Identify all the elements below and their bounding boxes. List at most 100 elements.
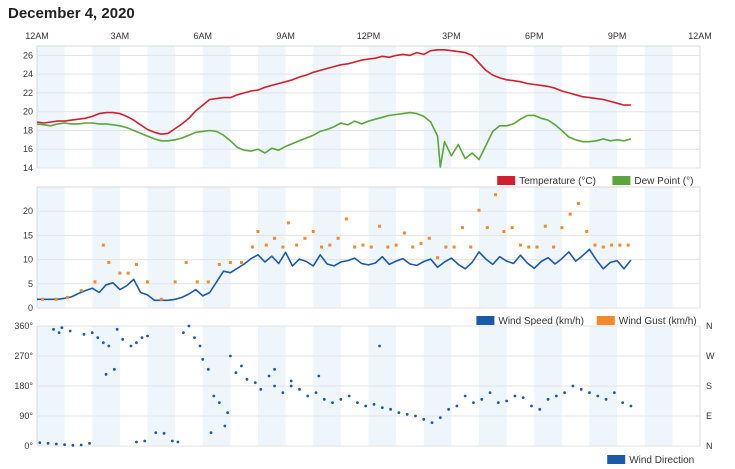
direction-point [281, 391, 285, 395]
gust-point [281, 245, 285, 249]
y-tick-label: 10 [23, 255, 33, 265]
direction-point [240, 364, 243, 368]
background-stripe [202, 187, 231, 308]
direction-point [187, 324, 191, 328]
direction-point [182, 331, 185, 335]
direction-point [253, 381, 257, 385]
gust-point [107, 261, 111, 265]
gust-point [469, 245, 473, 249]
gust-point [311, 230, 315, 234]
direction-point [170, 439, 174, 443]
direction-point [530, 404, 533, 408]
gust-point [369, 245, 373, 249]
direction-point [107, 344, 111, 348]
direction-point [455, 404, 459, 408]
series-line [36, 111, 632, 168]
direction-point [68, 329, 72, 333]
direction-point [289, 379, 293, 383]
gust-point [361, 243, 365, 247]
background-stripe [258, 187, 286, 308]
direction-point [546, 397, 550, 401]
legend-label: Temperature (°C) [519, 176, 596, 187]
direction-point [378, 344, 381, 348]
direction-point [162, 431, 166, 435]
direction-point [554, 394, 558, 398]
background-stripe [37, 187, 65, 308]
direction-point [505, 399, 509, 403]
gust-point [535, 245, 539, 249]
direction-point [405, 412, 409, 416]
direction-point [339, 397, 343, 401]
direction-point [571, 384, 575, 388]
gust-point [610, 243, 614, 247]
gust-point [402, 231, 406, 235]
direction-point [245, 377, 249, 381]
gust-point [41, 297, 45, 301]
direction-point [88, 441, 91, 445]
panel-3 [36, 324, 701, 447]
y-tick-label: 20 [23, 206, 33, 216]
direction-point [621, 401, 625, 405]
direction-point [397, 411, 401, 415]
gust-point [320, 245, 324, 249]
background-stripe [202, 46, 231, 168]
panel-2 [36, 186, 701, 309]
x-tick-label: 9PM [608, 31, 627, 41]
gust-point [427, 236, 431, 240]
direction-point [112, 367, 116, 371]
series-line [36, 49, 631, 135]
y-tick-label: 180° [14, 381, 33, 391]
legend-label: Wind Direction [629, 455, 694, 466]
direction-point [563, 391, 567, 395]
gust-point [228, 261, 232, 265]
legend-swatch [497, 176, 516, 185]
direction-point [447, 407, 451, 411]
y-tick-label: 18 [23, 125, 33, 135]
gust-point [239, 261, 243, 265]
legend-swatch [607, 455, 626, 464]
direction-point [314, 391, 318, 395]
page-title: December 4, 2020 [8, 5, 135, 22]
gust-point [518, 243, 522, 247]
direction-point [496, 401, 500, 405]
compass-label: S [706, 381, 712, 391]
direction-point [380, 406, 384, 410]
gust-point [411, 245, 415, 249]
gust-point [295, 243, 299, 247]
background-stripe [479, 46, 507, 168]
direction-point [389, 407, 392, 411]
gust-point [344, 217, 348, 221]
direction-point [38, 441, 42, 445]
direction-point [521, 396, 525, 400]
gust-point [618, 243, 622, 247]
direction-point [60, 326, 64, 330]
direction-point [79, 443, 83, 447]
background-stripe [92, 46, 120, 168]
y-tick-label: 15 [23, 230, 33, 240]
gust-point [54, 297, 58, 301]
background-stripe [92, 187, 120, 308]
x-tick-label: 3PM [442, 31, 461, 41]
legend-swatch [612, 176, 631, 185]
gust-point [273, 236, 277, 240]
direction-point [596, 394, 600, 398]
y-tick-label: 26 [23, 50, 33, 60]
x-tick-label: 3AM [111, 31, 130, 41]
direction-point [463, 394, 467, 398]
direction-point [513, 394, 517, 398]
direction-point [372, 402, 376, 406]
background-stripe [644, 46, 673, 168]
gust-point [328, 243, 332, 247]
gust-point [527, 245, 531, 249]
direction-point [115, 327, 119, 331]
background-stripe [368, 46, 397, 168]
y-tick-label: 5 [28, 279, 33, 289]
background-stripe [589, 46, 618, 168]
gust-point [394, 243, 398, 247]
compass-label: E [706, 411, 712, 421]
gust-point [206, 280, 210, 284]
direction-point [90, 331, 94, 335]
gust-point [184, 261, 188, 265]
direction-point [212, 394, 216, 398]
